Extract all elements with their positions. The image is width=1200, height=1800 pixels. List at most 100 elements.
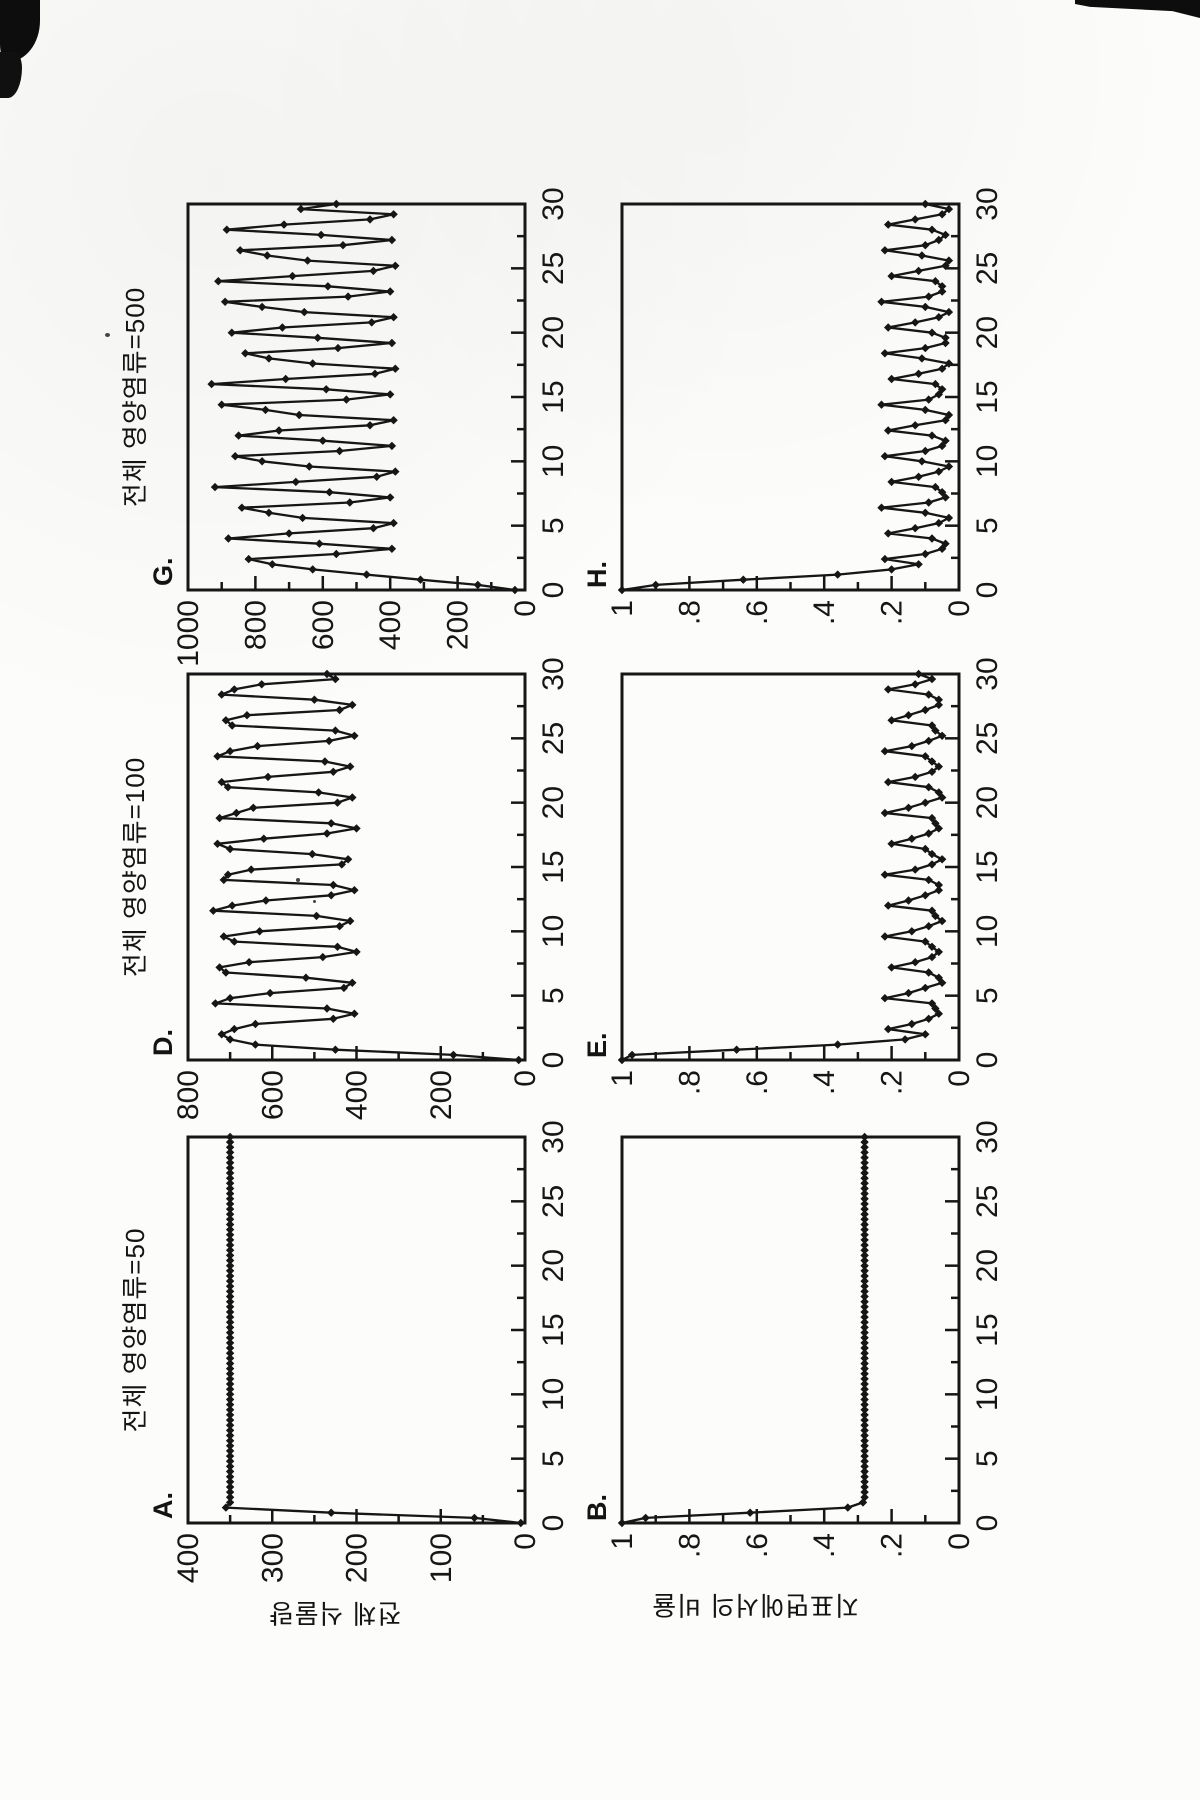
panel-frame	[620, 672, 961, 1062]
y-tick-label: 0	[943, 600, 976, 617]
y-tick-label: 1000	[172, 600, 205, 667]
y-tick-label: 600	[307, 600, 340, 650]
y-tick-label: 200	[442, 600, 475, 650]
y-tick-label: 100	[425, 1533, 458, 1583]
series-line	[210, 202, 516, 592]
x-tick-label: 5	[971, 517, 1004, 534]
y-tick-label: .4	[808, 1070, 841, 1095]
x-tick-label: 0	[971, 1515, 1004, 1532]
y-tick-label: .2	[876, 1070, 909, 1095]
panel-letter-E: E.	[582, 1032, 612, 1058]
y-tick-label: .8	[673, 1070, 706, 1095]
series-line	[224, 1137, 521, 1525]
x-tick-label: 0	[537, 1515, 570, 1532]
y-tick-label: 800	[172, 1070, 205, 1120]
y-tick-label: 400	[172, 1533, 205, 1583]
x-tick-label: 15	[971, 1313, 1004, 1346]
panel-frame	[186, 672, 527, 1062]
y-tick-label: 800	[239, 600, 272, 650]
y-tick-label: 300	[256, 1533, 289, 1583]
x-tick-label: 25	[971, 252, 1004, 285]
x-tick-label: 25	[971, 1185, 1004, 1218]
panel-letter-D: D.	[148, 1029, 178, 1056]
y-tick-label: .4	[808, 1533, 841, 1558]
y-tick-label: .2	[876, 600, 909, 625]
x-tick-label: 30	[537, 1120, 570, 1153]
scan-speck	[296, 878, 300, 882]
y-tick-label: 0	[943, 1070, 976, 1087]
x-tick-label: 10	[971, 1378, 1004, 1411]
column-title-nutrients-500: 전체 영양염류=500	[120, 286, 150, 508]
x-tick-label: 10	[971, 915, 1004, 948]
x-tick-label: 30	[971, 1120, 1004, 1153]
x-tick-label: 25	[537, 252, 570, 285]
panel-letter-A: A.	[148, 1492, 178, 1519]
y-tick-label: 200	[425, 1070, 458, 1120]
x-tick-label: 5	[537, 987, 570, 1004]
scan-speck	[105, 333, 110, 337]
x-tick-label: 0	[537, 582, 570, 599]
x-tick-label: 0	[971, 582, 1004, 599]
y-tick-label: .4	[808, 600, 841, 625]
x-tick-label: 25	[537, 1185, 570, 1218]
panel-frame	[186, 202, 527, 592]
series-line	[621, 672, 944, 1062]
x-tick-label: 0	[537, 1052, 570, 1069]
scan-speck	[313, 900, 316, 903]
panel-letter-H: H.	[582, 561, 612, 588]
x-tick-label: 10	[537, 915, 570, 948]
x-tick-label: 30	[971, 657, 1004, 690]
y-tick-label: 400	[341, 1070, 374, 1120]
y-axis-title-total-biomass: 전체 식물량	[268, 1598, 402, 1628]
x-tick-label: 30	[971, 187, 1004, 220]
x-tick-label: 10	[971, 445, 1004, 478]
y-tick-label: 600	[256, 1070, 289, 1120]
x-tick-label: 25	[537, 722, 570, 755]
x-tick-label: 30	[537, 187, 570, 220]
y-tick-label: 1	[606, 600, 639, 617]
series-markers	[617, 1132, 869, 1528]
y-tick-label: 0	[943, 1533, 976, 1550]
x-tick-label: 15	[537, 1313, 570, 1346]
y-tick-label: 0	[509, 1070, 542, 1087]
x-tick-label: 5	[537, 517, 570, 534]
y-tick-label: .8	[673, 600, 706, 625]
y-axis-title-surface-ratio: 지표면에서의 비율	[651, 1590, 859, 1620]
x-tick-label: 20	[537, 1249, 570, 1282]
x-tick-label: 25	[971, 722, 1004, 755]
series-markers	[221, 1132, 525, 1528]
panel-letter-B: B.	[582, 1494, 612, 1521]
x-tick-label: 15	[537, 380, 570, 413]
x-tick-label: 20	[971, 786, 1004, 819]
series-line	[621, 1137, 866, 1525]
y-tick-label: .6	[741, 600, 774, 625]
y-tick-label: .2	[876, 1533, 909, 1558]
x-tick-label: 5	[537, 1450, 570, 1467]
x-tick-label: 5	[971, 987, 1004, 1004]
x-tick-label: 20	[537, 786, 570, 819]
x-tick-label: 20	[971, 316, 1004, 349]
panel-frame	[620, 202, 961, 592]
x-tick-label: 10	[537, 1378, 570, 1411]
scan-artifact-corner-blob-2	[0, 52, 22, 98]
y-tick-label: .6	[741, 1070, 774, 1095]
x-tick-label: 15	[971, 850, 1004, 883]
y-tick-label: 1	[606, 1533, 639, 1550]
x-tick-label: 15	[537, 850, 570, 883]
panel-frame	[186, 1135, 527, 1525]
column-title-nutrients-50: 전체 영양염류=50	[120, 1227, 150, 1433]
x-tick-label: 10	[537, 445, 570, 478]
y-tick-label: 1	[606, 1070, 639, 1087]
x-tick-label: 5	[971, 1450, 1004, 1467]
x-tick-label: 20	[537, 316, 570, 349]
y-tick-label: .8	[673, 1533, 706, 1558]
x-tick-label: 20	[971, 1249, 1004, 1282]
column-title-nutrients-100: 전체 영양염류=100	[120, 756, 150, 978]
y-tick-label: 200	[341, 1533, 374, 1583]
y-tick-label: 400	[374, 600, 407, 650]
panel-letter-G: G.	[148, 557, 178, 586]
x-tick-label: 15	[971, 380, 1004, 413]
